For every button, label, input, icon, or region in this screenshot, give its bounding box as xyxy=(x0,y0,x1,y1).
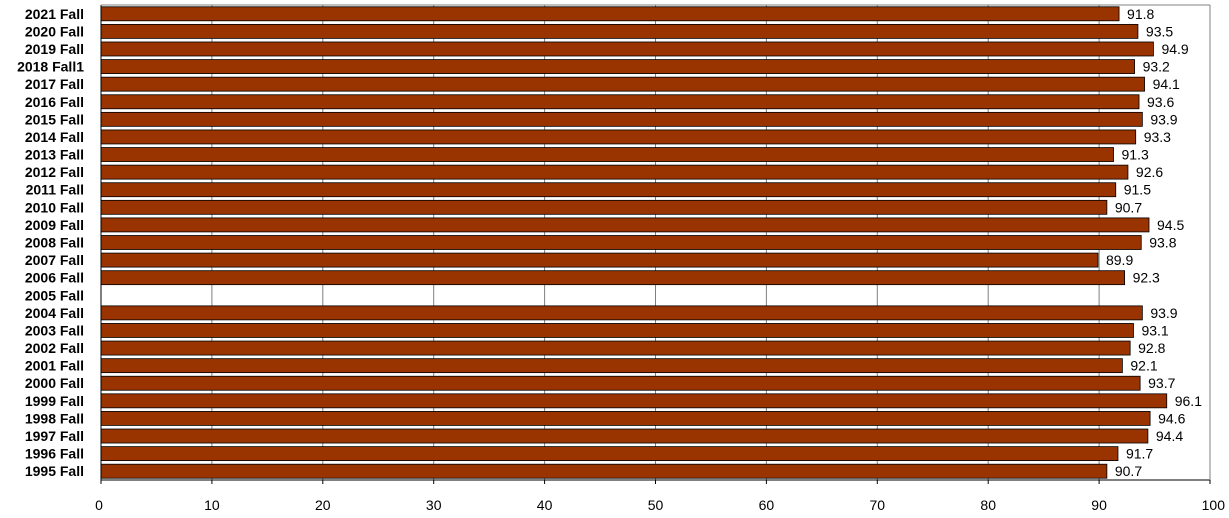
bar-7 xyxy=(100,129,1137,145)
bar-21 xyxy=(100,375,1141,391)
category-label-14: 2007 Fall xyxy=(25,252,84,268)
value-label-8: 91.3 xyxy=(1122,147,1149,163)
category-label-8: 2013 Fall xyxy=(25,147,84,163)
category-label-6: 2015 Fall xyxy=(25,111,84,127)
value-label-18: 93.1 xyxy=(1141,322,1168,338)
category-label-20: 2001 Fall xyxy=(25,358,84,374)
bar-12 xyxy=(100,217,1150,233)
value-label-13: 93.8 xyxy=(1149,235,1176,251)
value-label-17: 93.9 xyxy=(1150,305,1177,321)
bar-9 xyxy=(100,164,1129,180)
category-label-4: 2017 Fall xyxy=(25,76,84,92)
category-label-17: 2004 Fall xyxy=(25,305,84,321)
category-label-0: 2021 Fall xyxy=(25,6,84,22)
value-label-10: 91.5 xyxy=(1124,182,1151,198)
category-label-15: 2006 Fall xyxy=(25,270,84,286)
category-label-5: 2016 Fall xyxy=(25,94,84,110)
value-label-15: 92.3 xyxy=(1133,270,1160,286)
bar-2 xyxy=(100,41,1154,57)
value-label-24: 94.4 xyxy=(1156,428,1183,444)
category-label-19: 2002 Fall xyxy=(25,340,84,356)
value-label-2: 94.9 xyxy=(1161,41,1188,57)
category-label-3: 2018 Fall1 xyxy=(17,59,84,75)
bar-3 xyxy=(100,59,1135,74)
category-label-10: 2011 Fall xyxy=(26,182,84,198)
bar-20 xyxy=(100,358,1123,374)
bar-1 xyxy=(100,23,1139,39)
value-label-4: 94.1 xyxy=(1153,76,1180,92)
category-label-26: 1995 Fall xyxy=(25,463,84,479)
x-tick-label-3: 30 xyxy=(426,497,442,513)
value-label-12: 94.5 xyxy=(1157,217,1184,233)
x-tick-label-7: 70 xyxy=(870,497,886,513)
bar-24 xyxy=(100,428,1149,444)
category-label-23: 1998 Fall xyxy=(25,410,84,426)
x-tick-label-0: 0 xyxy=(95,497,103,513)
category-label-24: 1997 Fall xyxy=(25,428,84,444)
bar-22 xyxy=(100,393,1168,409)
category-label-11: 2010 Fall xyxy=(25,199,84,215)
category-label-25: 1996 Fall xyxy=(25,446,84,462)
value-label-22: 96.1 xyxy=(1175,393,1202,409)
value-label-9: 92.6 xyxy=(1136,164,1163,180)
value-label-26: 90.7 xyxy=(1115,463,1142,479)
value-label-1: 93.5 xyxy=(1146,23,1173,39)
bar-4 xyxy=(100,76,1145,92)
category-label-1: 2020 Fall xyxy=(25,23,84,39)
value-label-6: 93.9 xyxy=(1150,111,1177,127)
category-label-7: 2014 Fall xyxy=(25,129,84,145)
category-label-16: 2005 Fall xyxy=(25,287,84,303)
value-label-11: 90.7 xyxy=(1115,199,1142,215)
x-tick-label-2: 20 xyxy=(315,497,331,513)
bar-23 xyxy=(100,411,1151,426)
x-tick-label-10: 100 xyxy=(1202,497,1226,513)
bar-0 xyxy=(100,6,1120,22)
bar-6 xyxy=(100,111,1143,127)
bar-5 xyxy=(100,94,1140,110)
bar-13 xyxy=(100,235,1142,250)
axis-layer xyxy=(100,4,1211,484)
bar-25 xyxy=(100,446,1119,462)
bar-15 xyxy=(100,270,1126,286)
category-label-12: 2009 Fall xyxy=(25,217,84,233)
bar-17 xyxy=(100,305,1143,321)
value-label-19: 92.8 xyxy=(1138,340,1165,356)
x-tick-label-9: 90 xyxy=(1091,497,1107,513)
category-label-2: 2019 Fall xyxy=(25,41,84,57)
bar-18 xyxy=(100,323,1134,338)
value-label-0: 91.8 xyxy=(1127,6,1154,22)
value-label-23: 94.6 xyxy=(1158,410,1185,426)
value-label-14: 89.9 xyxy=(1106,252,1133,268)
value-label-7: 93.3 xyxy=(1144,129,1171,145)
category-label-18: 2003 Fall xyxy=(25,322,84,338)
category-label-22: 1999 Fall xyxy=(25,393,84,409)
category-label-21: 2000 Fall xyxy=(25,375,84,391)
bar-8 xyxy=(100,147,1114,162)
labels-layer: 91.8 2021 Fall 93.5 2020 Fall 94.9 2019 Fall 9… xyxy=(17,6,1225,513)
bar-10 xyxy=(100,182,1117,198)
x-tick-label-5: 50 xyxy=(648,497,664,513)
value-label-5: 93.6 xyxy=(1147,94,1174,110)
bar-19 xyxy=(100,340,1131,356)
category-label-13: 2008 Fall xyxy=(25,235,84,251)
bar-26 xyxy=(100,463,1108,479)
bars-layer xyxy=(100,6,1168,479)
value-label-25: 91.7 xyxy=(1126,446,1153,462)
x-tick-label-6: 60 xyxy=(759,497,775,513)
value-label-20: 92.1 xyxy=(1130,358,1157,374)
value-label-21: 93.7 xyxy=(1148,375,1175,391)
category-label-9: 2012 Fall xyxy=(25,164,84,180)
x-tick-label-8: 80 xyxy=(980,497,996,513)
value-label-3: 93.2 xyxy=(1143,59,1170,75)
bar-14 xyxy=(100,252,1099,268)
bar-11 xyxy=(100,199,1108,215)
x-tick-label-1: 10 xyxy=(204,497,220,513)
x-tick-label-4: 40 xyxy=(537,497,553,513)
